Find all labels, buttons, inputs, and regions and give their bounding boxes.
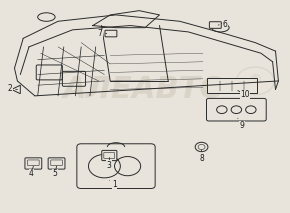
FancyBboxPatch shape xyxy=(207,78,257,93)
Text: 2: 2 xyxy=(8,84,17,93)
FancyBboxPatch shape xyxy=(28,160,39,166)
FancyBboxPatch shape xyxy=(77,144,155,189)
FancyBboxPatch shape xyxy=(51,160,62,166)
Polygon shape xyxy=(12,85,20,94)
Text: 1: 1 xyxy=(110,180,117,189)
FancyBboxPatch shape xyxy=(105,30,117,37)
Text: 4: 4 xyxy=(29,166,34,178)
Text: 3: 3 xyxy=(106,158,111,170)
Text: 5: 5 xyxy=(53,166,57,178)
FancyBboxPatch shape xyxy=(104,153,115,158)
FancyBboxPatch shape xyxy=(206,98,266,121)
Text: 6: 6 xyxy=(218,20,227,29)
Text: 8: 8 xyxy=(199,150,204,163)
Text: АЛЕАВТО: АЛЕАВТО xyxy=(63,75,227,104)
FancyBboxPatch shape xyxy=(25,158,42,169)
FancyBboxPatch shape xyxy=(48,158,65,169)
FancyBboxPatch shape xyxy=(209,22,221,28)
Text: 10: 10 xyxy=(238,90,250,99)
Text: 7: 7 xyxy=(98,29,107,38)
Text: ©: © xyxy=(248,74,262,88)
Text: 9: 9 xyxy=(238,118,244,130)
FancyBboxPatch shape xyxy=(102,150,117,161)
